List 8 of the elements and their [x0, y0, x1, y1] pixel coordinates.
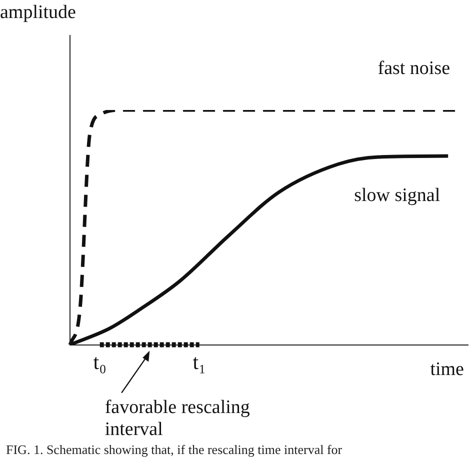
x-tick-label: t₁: [192, 350, 206, 374]
x-axis-title: time: [430, 358, 464, 380]
text: favorable rescaling interval: [104, 396, 251, 441]
series-label: fast noise: [378, 58, 450, 79]
x-tick-label: t₀: [93, 350, 106, 374]
caption: FIG. 1. Schematic showing that, if the rescaling time interval for: [5, 441, 344, 459]
series-label: slow signal: [354, 185, 440, 206]
y-axis-title: amplitude: [0, 2, 76, 23]
